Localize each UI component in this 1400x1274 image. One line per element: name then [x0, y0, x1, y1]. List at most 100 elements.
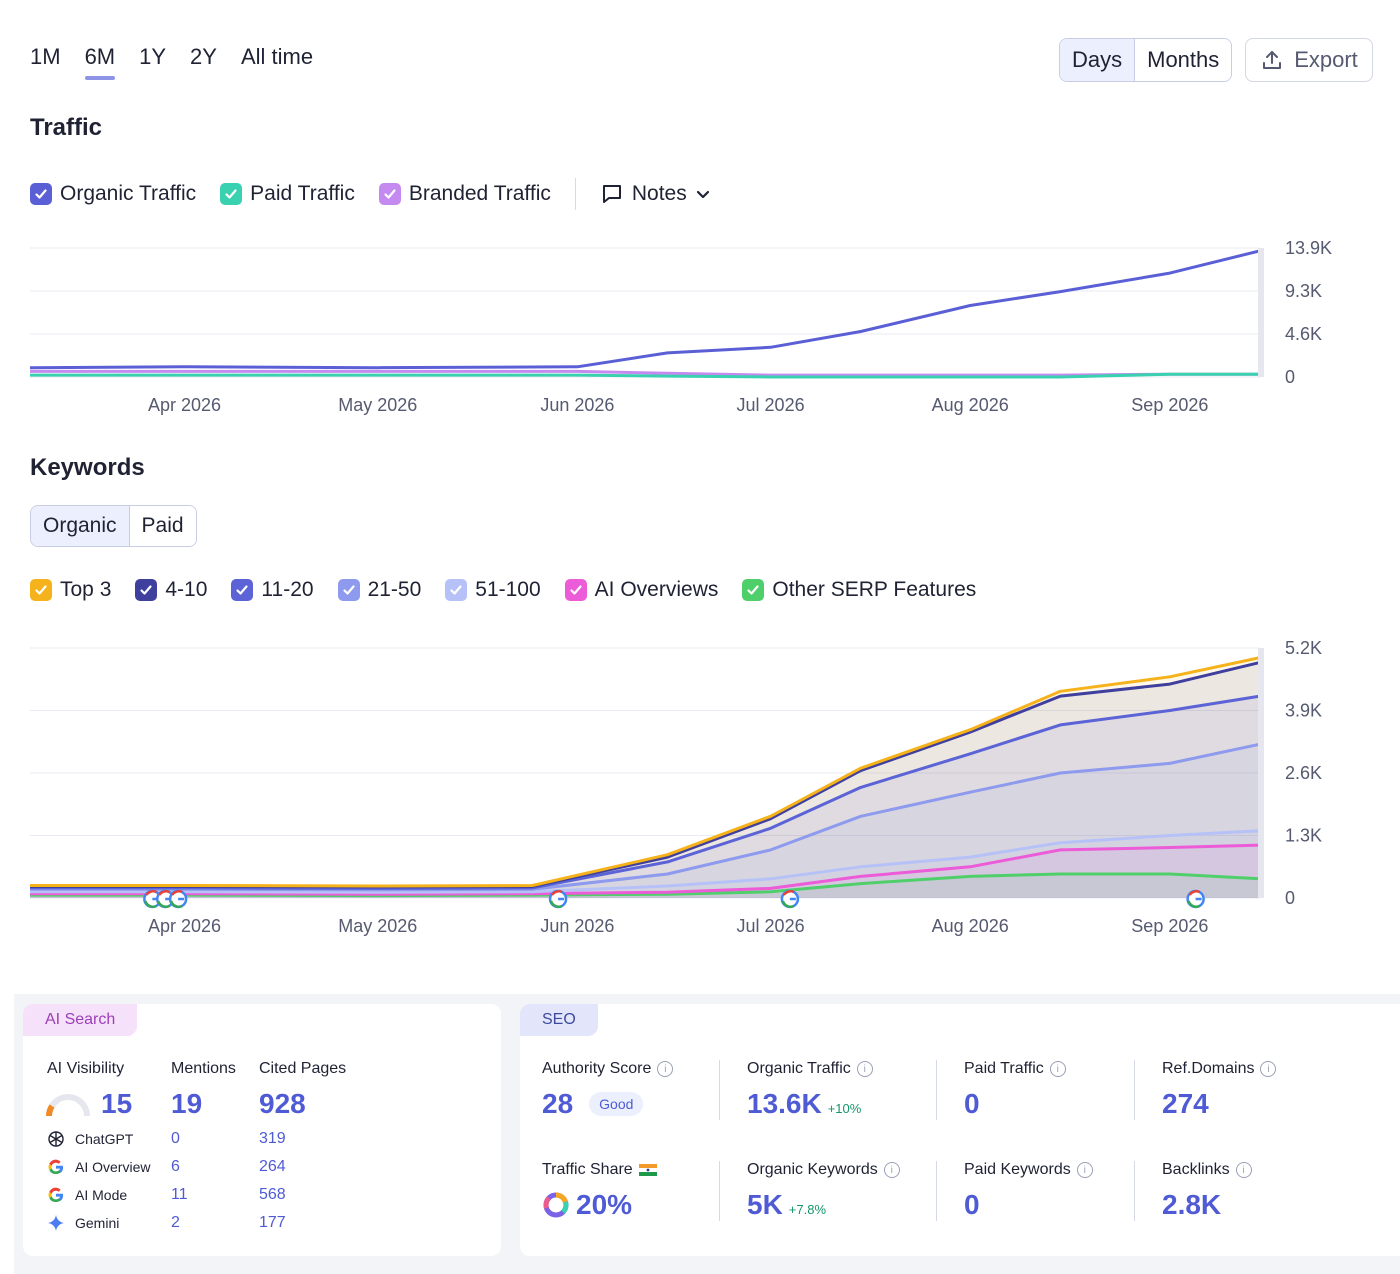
info-icon[interactable]: i: [1049, 1061, 1066, 1077]
y-tick-label: 1.3K: [1285, 826, 1322, 846]
divider: [719, 1161, 720, 1221]
checkbox-checked-icon[interactable]: [135, 579, 158, 601]
checkbox-checked-icon[interactable]: [742, 579, 765, 601]
legend-other-serp-features[interactable]: Other SERP Features: [742, 578, 976, 602]
legend-paid-traffic[interactable]: Paid Traffic: [220, 182, 355, 206]
source-cited[interactable]: 264: [259, 1158, 286, 1175]
days-button[interactable]: Days: [1060, 39, 1136, 81]
x-tick-label: Aug 2026: [932, 395, 1009, 415]
mentions-label: Mentions: [171, 1060, 236, 1077]
source-name: ChatGPT: [75, 1131, 134, 1147]
series-line-51-100[interactable]: [30, 829, 1261, 894]
organic-keywords-label: Organic Keywords i: [747, 1161, 900, 1179]
checkbox-checked-icon[interactable]: [564, 579, 587, 601]
series-line-ai-overviews[interactable]: [30, 843, 1261, 896]
google-update-marker-icon[interactable]: [548, 889, 568, 909]
info-icon[interactable]: i: [1235, 1162, 1252, 1178]
keywords-type-toggle: Organic Paid: [30, 505, 197, 547]
legend-11-20[interactable]: 11-20: [231, 578, 314, 602]
x-tick-label: May 2026: [338, 916, 417, 936]
source-cited[interactable]: 319: [259, 1130, 286, 1147]
info-icon[interactable]: i: [1076, 1162, 1093, 1178]
legend-label: AI Overviews: [594, 578, 719, 601]
range-tab-all-time[interactable]: All time: [240, 44, 314, 69]
backlinks-value[interactable]: 2.8K: [1162, 1189, 1222, 1220]
x-tick-label: Jul 2026: [737, 916, 805, 936]
traffic-share-value[interactable]: 20%: [542, 1189, 632, 1221]
gemini-icon: [48, 1215, 64, 1231]
x-tick-label: Jul 2026: [737, 395, 805, 415]
series-line-top-3[interactable]: [30, 656, 1261, 888]
export-label: Export: [1294, 47, 1358, 72]
legend-branded-traffic[interactable]: Branded Traffic: [378, 182, 551, 206]
legend-51-100[interactable]: 51-100: [445, 578, 541, 602]
series-area-4-10: [30, 662, 1260, 898]
divider: [1134, 1060, 1135, 1120]
info-icon[interactable]: i: [657, 1061, 674, 1077]
info-icon[interactable]: i: [1260, 1061, 1277, 1077]
checkbox-checked-icon[interactable]: [231, 579, 254, 601]
hover-cursor-bar[interactable]: [1258, 248, 1264, 377]
legend-label: Top 3: [60, 578, 112, 601]
google-update-marker-icon[interactable]: [168, 889, 188, 909]
series-area-top-3: [30, 657, 1260, 898]
months-button[interactable]: Months: [1135, 39, 1232, 81]
legend-label: 11-20: [261, 578, 314, 601]
checkbox-checked-icon[interactable]: [337, 579, 360, 601]
google-icon: [48, 1187, 64, 1203]
series-line-paid-traffic[interactable]: [30, 372, 1260, 379]
x-tick-label: Jun 2026: [540, 395, 614, 415]
notes-dropdown[interactable]: Notes: [600, 182, 711, 206]
cited-pages-label: Cited Pages: [259, 1060, 347, 1077]
x-tick-label: May 2026: [338, 395, 417, 415]
info-icon[interactable]: i: [883, 1162, 900, 1178]
legend-organic-traffic[interactable]: Organic Traffic: [30, 182, 196, 206]
organic-button[interactable]: Organic: [31, 506, 130, 546]
source-cited[interactable]: 177: [259, 1214, 286, 1231]
series-line-organic-traffic[interactable]: [29, 249, 1261, 370]
divider: [1134, 1161, 1135, 1221]
hover-cursor-bar[interactable]: [1258, 648, 1264, 898]
google-update-marker-icon[interactable]: [780, 889, 800, 909]
legend-21-50[interactable]: 21-50: [337, 578, 421, 602]
paid-keywords-value[interactable]: 0: [964, 1189, 980, 1220]
checkbox-checked-icon[interactable]: [378, 183, 401, 205]
range-tab-2y[interactable]: 2Y: [190, 44, 217, 69]
export-button[interactable]: Export: [1245, 38, 1373, 82]
ai-search-panel: AI Search AI Visibility Mentions Cited P…: [23, 1004, 501, 1256]
authority-score-label: Authority Score i: [542, 1060, 674, 1078]
paid-traffic-value[interactable]: 0: [964, 1088, 980, 1119]
checkbox-checked-icon[interactable]: [445, 579, 468, 601]
y-tick-label: 4.6K: [1285, 324, 1322, 344]
checkbox-checked-icon[interactable]: [30, 579, 52, 601]
source-name: Gemini: [75, 1215, 120, 1231]
keywords-title: Keywords: [30, 454, 145, 481]
authority-score-value[interactable]: 28 Good: [542, 1088, 644, 1120]
source-cited[interactable]: 568: [259, 1186, 286, 1203]
legend-top-3[interactable]: Top 3: [30, 578, 111, 602]
google-update-marker-icon[interactable]: [1186, 889, 1205, 909]
legend-4-10[interactable]: 4-10: [135, 578, 207, 602]
info-icon[interactable]: i: [856, 1061, 873, 1077]
legend-ai-overviews[interactable]: AI Overviews: [564, 578, 719, 602]
checkbox-checked-icon[interactable]: [220, 183, 243, 205]
legend-divider: [574, 178, 576, 210]
y-tick-label: 0: [1285, 888, 1295, 908]
x-tick-label: Sep 2026: [1131, 916, 1208, 936]
checkbox-checked-icon[interactable]: [30, 183, 52, 205]
ref-domains-value[interactable]: 274: [1162, 1088, 1209, 1119]
india-flag-icon: [638, 1164, 657, 1176]
x-tick-label: Sep 2026: [1131, 395, 1208, 415]
range-tab-1y[interactable]: 1Y: [139, 44, 167, 69]
divider: [936, 1060, 937, 1120]
paid-button[interactable]: Paid: [129, 506, 196, 546]
organic-traffic-value[interactable]: 13.6K +10%: [747, 1088, 862, 1119]
x-tick-label: Jun 2026: [540, 916, 614, 936]
notes-label: Notes: [631, 182, 687, 205]
organic-keywords-value[interactable]: 5K +7.8%: [747, 1189, 827, 1220]
traffic-title: Traffic: [30, 114, 103, 141]
range-tab-6m[interactable]: 6M: [84, 44, 116, 80]
series-area-ai-overviews: [30, 845, 1260, 898]
y-tick-label: 0: [1285, 367, 1295, 387]
range-tab-1m[interactable]: 1M: [30, 44, 61, 69]
